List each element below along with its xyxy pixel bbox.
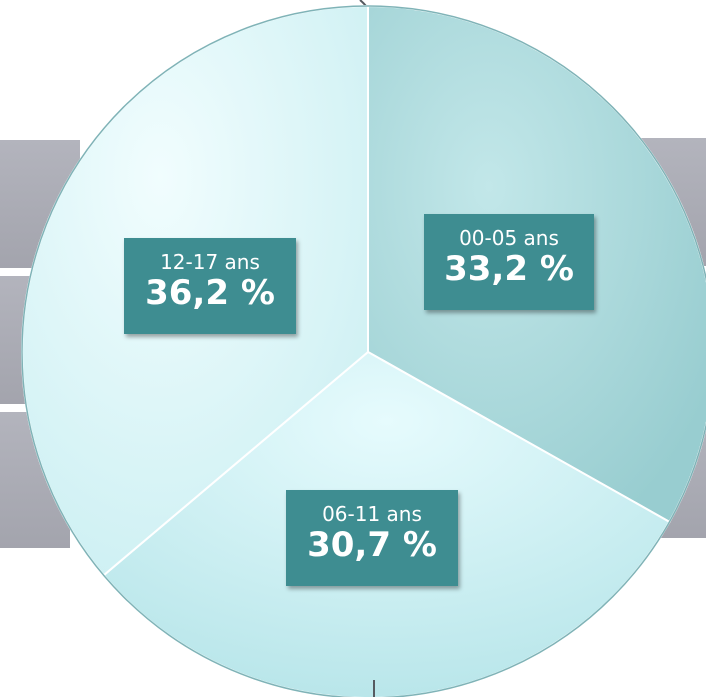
slice-value-label-2: 36,2 %	[145, 273, 275, 313]
slice-category-label-0: 00-05 ans	[459, 226, 559, 250]
slice-value-label-1: 30,7 %	[307, 525, 437, 565]
slice-label-0: 00-05 ans 33,2 %	[424, 214, 594, 310]
slice-category-label-1: 06-11 ans	[322, 502, 422, 526]
pie-outline	[21, 5, 706, 697]
slice-value-label-0: 33,2 %	[444, 249, 574, 289]
slice-label-2: 12-17 ans 36,2 %	[124, 238, 296, 334]
slice-label-1: 06-11 ans 30,7 %	[286, 490, 458, 586]
slice-category-label-2: 12-17 ans	[160, 250, 260, 274]
